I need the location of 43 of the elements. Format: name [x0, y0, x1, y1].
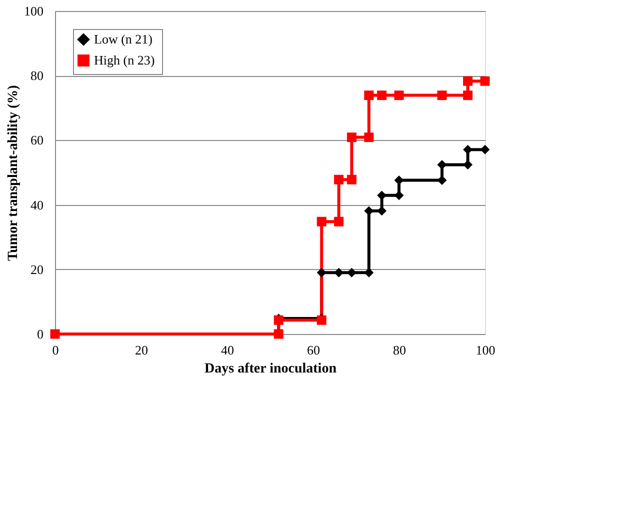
point [364, 206, 374, 216]
point [364, 132, 374, 142]
point [346, 268, 356, 278]
point [377, 90, 387, 100]
point [437, 90, 447, 100]
point [463, 144, 473, 154]
x-axis-title: Days after inoculation [204, 362, 337, 376]
point [316, 268, 326, 278]
y-tick-label: 20 [30, 262, 44, 277]
point [394, 176, 404, 185]
point [437, 160, 447, 170]
point [346, 132, 356, 142]
point [346, 174, 356, 184]
point [480, 76, 490, 86]
point [334, 216, 344, 226]
y-tick-label: 0 [37, 326, 44, 342]
x-tick-label: 0 [52, 342, 59, 358]
point [480, 144, 490, 154]
x-tick-label: 80 [393, 342, 406, 358]
x-tick-label: 60 [307, 342, 320, 358]
x-tick-label: 100 [476, 342, 496, 358]
point [377, 190, 387, 200]
point [437, 176, 447, 185]
point [316, 216, 326, 226]
y-tick-label: 60 [30, 132, 44, 148]
legend-label: Low (n 21) [94, 32, 152, 46]
point [364, 268, 374, 278]
y-tick-label: 80 [30, 68, 44, 84]
point [463, 90, 473, 100]
x-tick-label: 40 [221, 342, 234, 358]
point [463, 160, 473, 170]
point [364, 90, 374, 100]
y-tick-label: 40 [30, 197, 44, 212]
point [394, 190, 404, 200]
point [334, 174, 344, 184]
y-axis-title: Tumor transplant-ability (%) [6, 84, 21, 261]
legend-label: High (n 23) [94, 52, 155, 68]
x-tick-label: 20 [135, 342, 148, 358]
y-tick-label: 100 [24, 4, 44, 18]
point [394, 90, 404, 100]
point [463, 76, 473, 86]
point [377, 206, 387, 216]
point [334, 268, 344, 278]
